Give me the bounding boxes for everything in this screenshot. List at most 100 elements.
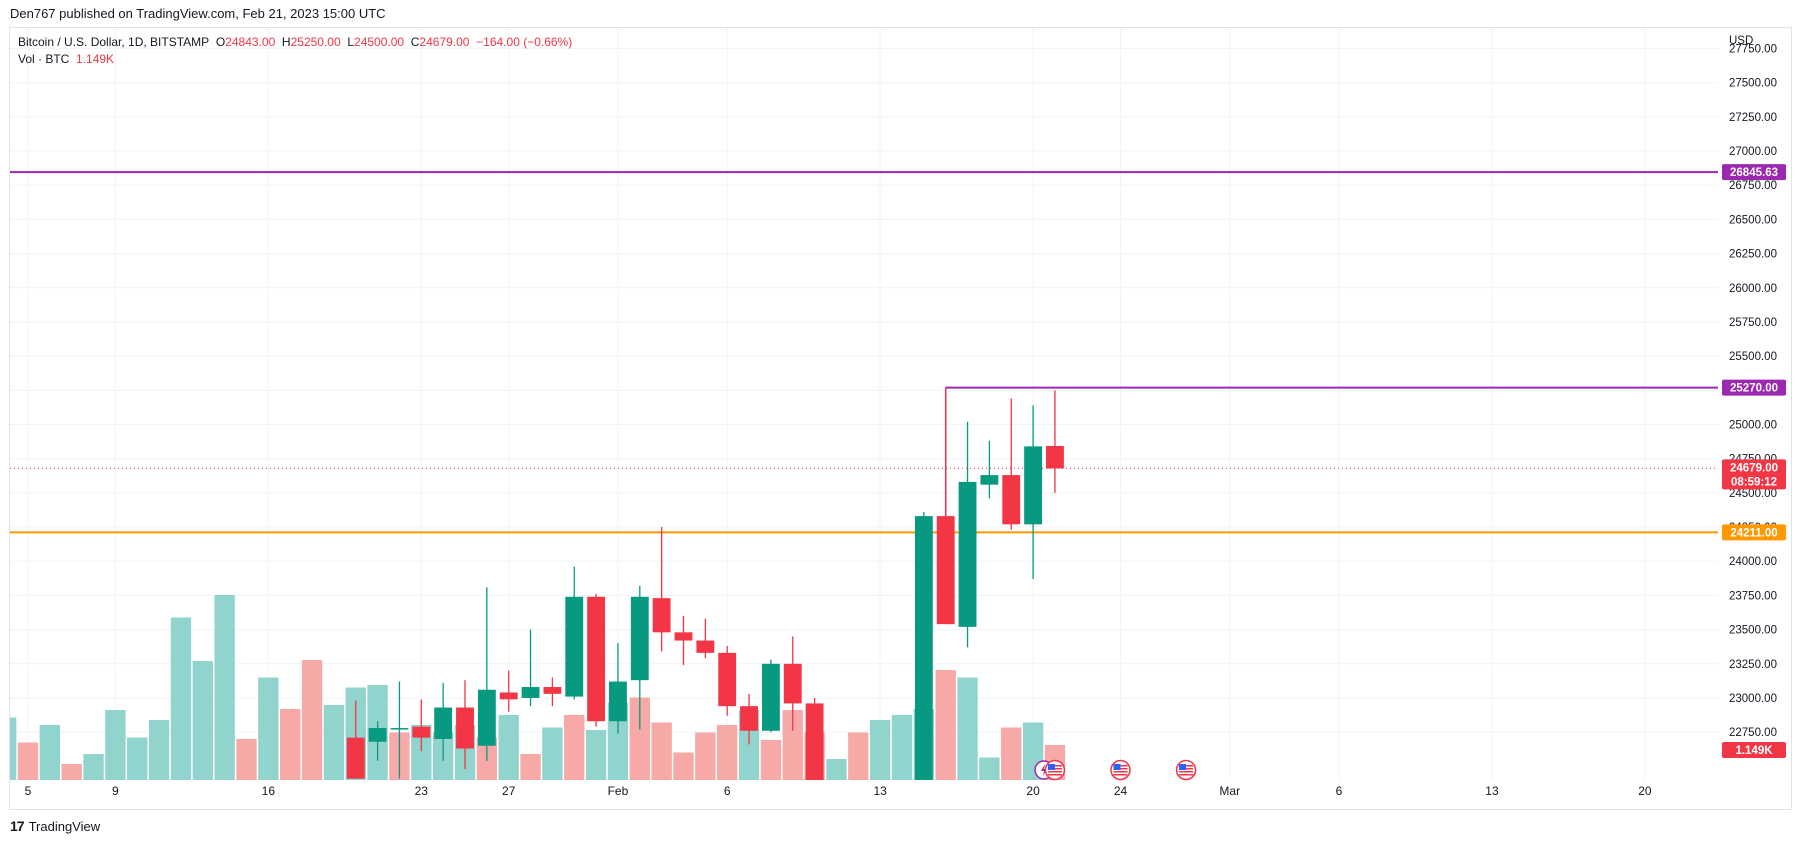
tradingview-logo-icon[interactable]: 17 (10, 818, 25, 834)
candle-body (1046, 445, 1064, 469)
x-tick-label: 20 (1026, 784, 1040, 798)
x-tick-label: 9 (112, 784, 119, 798)
y-tick-label: 25500.00 (1729, 351, 1777, 363)
flag-stripe (1113, 774, 1128, 776)
current-price-badge-text: 24679.00 (1730, 462, 1778, 474)
y-tick-label: 26000.00 (1729, 283, 1777, 295)
volume-bar (301, 660, 323, 780)
volume-badge-text: 1.149K (1735, 745, 1773, 757)
chart-frame (9, 27, 1792, 810)
volume-bar (214, 595, 235, 780)
volume-bar (760, 740, 782, 780)
x-tick-label: 23 (415, 784, 429, 798)
candle-body (1024, 446, 1043, 525)
symbol-name[interactable]: Bitcoin / U.S. Dollar, 1D, BITSTAMP (18, 35, 210, 49)
candle-body (936, 516, 955, 625)
candle-body (696, 640, 715, 653)
low-value: 24500.00 (354, 35, 405, 49)
candle-body (587, 596, 606, 722)
current-price-badge-text: 08:59:12 (1731, 476, 1777, 488)
volume-bar (17, 742, 39, 780)
y-tick-label: 24000.00 (1729, 556, 1777, 568)
candle-body (958, 481, 977, 627)
chart-legend: Bitcoin / U.S. Dollar, 1D, BITSTAMP O248… (18, 34, 572, 68)
volume-bar (192, 661, 213, 780)
volume-badge (1722, 742, 1786, 758)
candle-body (477, 689, 496, 746)
close-value: 24679.00 (419, 35, 470, 49)
volume-bar (695, 732, 716, 780)
level-resistance-lower-badge (1722, 379, 1786, 396)
volume-label[interactable]: Vol · BTC (18, 52, 70, 66)
candle-body (630, 596, 649, 681)
volume-bar (61, 764, 82, 780)
candle-body (761, 663, 780, 731)
volume-bar (935, 670, 956, 780)
volume-bar (564, 715, 585, 780)
x-tick-label: 27 (502, 784, 516, 798)
candle-body (740, 706, 758, 731)
volume-bar (848, 732, 869, 780)
volume-bar (105, 710, 126, 780)
volume-bar (826, 759, 847, 780)
flag-stripe (1179, 771, 1194, 773)
x-tick-label: 13 (873, 784, 887, 798)
candle-body (499, 692, 518, 700)
level-resistance-upper-badge-text: 26845.63 (1730, 167, 1778, 179)
volume-bar (585, 730, 607, 780)
plot-layer (10, 171, 1718, 834)
volume-bar (258, 677, 279, 780)
volume-bar (127, 737, 148, 780)
candle-body (893, 807, 911, 834)
open-label: O (215, 35, 226, 49)
level-support-badge-text: 24211.00 (1730, 527, 1777, 539)
volume-bar (1001, 727, 1022, 780)
candle-body (914, 516, 933, 780)
x-tick-label: 24 (1114, 784, 1128, 798)
change-value: −164.00 (−0.66%) (476, 35, 573, 49)
y-tick-label: 27750.00 (1729, 44, 1777, 56)
y-tick-label: 25000.00 (1729, 420, 1777, 432)
x-tick-label: 6 (1336, 784, 1343, 798)
volume-value: 1.149K (76, 52, 115, 66)
volume-bar (83, 754, 104, 780)
volume-bar (148, 720, 170, 780)
volume-bar (651, 722, 672, 780)
high-value: 25250.00 (290, 35, 341, 49)
candle-body (390, 728, 409, 730)
candle-body (718, 652, 737, 707)
level-support-badge (1722, 524, 1786, 541)
candle-body (1002, 475, 1021, 525)
candle-body (368, 728, 387, 742)
open-value: 24843.00 (225, 35, 276, 49)
brand-name[interactable]: TradingView (28, 818, 101, 834)
y-tick-label: 22750.00 (1729, 727, 1777, 739)
y-tick-label: 24500.00 (1729, 488, 1777, 500)
volume-bar (979, 757, 1000, 780)
close-label: C (410, 35, 420, 49)
y-tick-label: 23000.00 (1729, 693, 1777, 705)
low-label: L (347, 35, 355, 49)
x-tick-label: 16 (262, 784, 276, 798)
volume-bar (673, 752, 694, 780)
volume-bar (607, 702, 629, 780)
volume-bar (170, 617, 192, 780)
volume-bar (236, 739, 257, 780)
volume-bar (957, 677, 978, 780)
candle-body (783, 663, 802, 704)
candle-body (565, 596, 584, 697)
y-tick-label: 26500.00 (1729, 214, 1777, 226)
y-tick-label: 26750.00 (1729, 180, 1777, 192)
candle-body (980, 475, 999, 485)
x-tick-label: 5 (25, 784, 32, 798)
y-tick-label: 25750.00 (1729, 317, 1777, 329)
volume-bar (323, 705, 345, 780)
level-resistance-upper-badge (1722, 164, 1786, 181)
candle-body (412, 726, 431, 738)
volume-bar (39, 725, 61, 780)
flag-stripe (1179, 774, 1194, 776)
level-resistance-lower-badge-text: 25270.00 (1730, 383, 1778, 395)
footer: 17 TradingView (10, 818, 100, 834)
volume-bar (629, 697, 650, 780)
